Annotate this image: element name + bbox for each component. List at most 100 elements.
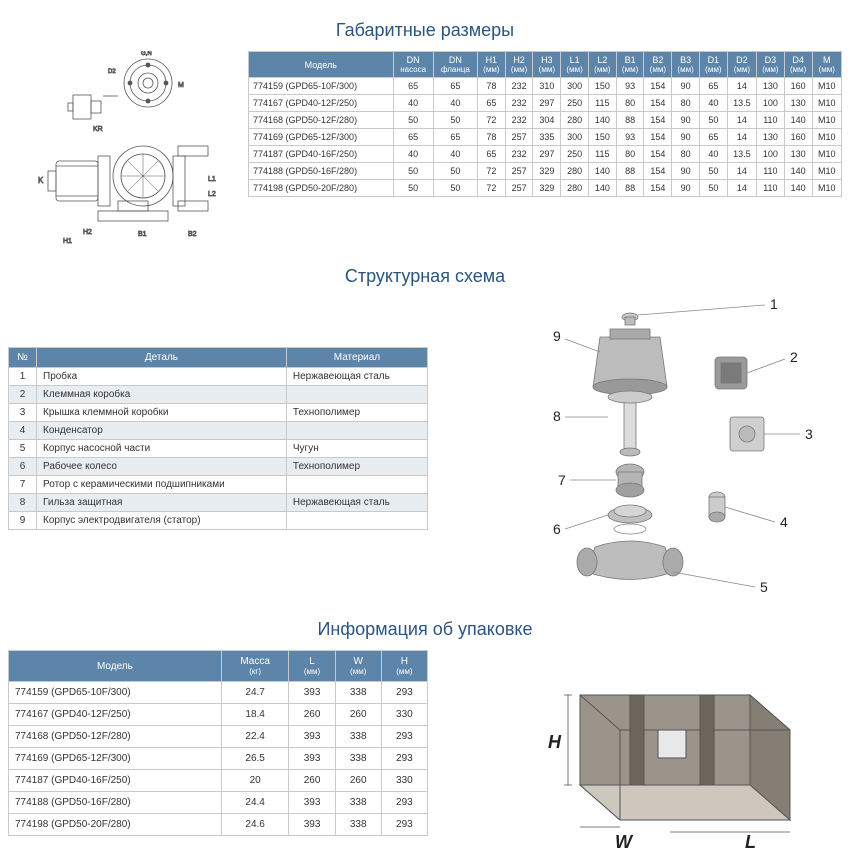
table-row: 774188 (GPD50-16F/280)24.4393338293 [9, 792, 428, 814]
svg-text:1: 1 [770, 297, 778, 312]
table-row: 2Клеммная коробка [9, 386, 428, 404]
cell: 80 [672, 95, 700, 112]
cell: 22.4 [221, 726, 289, 748]
cell: 40 [433, 95, 477, 112]
cell: 24.4 [221, 792, 289, 814]
cell: 774187 (GPD40-16F/250) [9, 770, 222, 792]
cell: 88 [616, 163, 644, 180]
title-structure: Структурная схема [8, 266, 842, 287]
cell: M10 [812, 78, 841, 95]
cell: 300 [561, 78, 589, 95]
col-header: Модель [249, 52, 394, 78]
svg-text:W: W [615, 832, 634, 852]
exploded-diagram: 1 2 3 4 5 6 7 8 9 [448, 297, 842, 607]
col-header: B1(мм) [616, 52, 644, 78]
col-header: Материал [286, 348, 427, 368]
svg-text:L2: L2 [208, 191, 216, 198]
cell: 338 [335, 748, 381, 770]
table-row: 774168 (GPD50-12F/280)22.4393338293 [9, 726, 428, 748]
cell: 8 [9, 494, 37, 512]
cell: 232 [505, 95, 533, 112]
col-header: H3(мм) [533, 52, 561, 78]
cell: 154 [644, 163, 672, 180]
cell: 260 [289, 770, 335, 792]
cell: Технополимер [286, 404, 427, 422]
cell: 100 [757, 95, 785, 112]
cell: 93 [616, 129, 644, 146]
cell: 4 [9, 422, 37, 440]
cell: 6 [9, 458, 37, 476]
cell: 65 [699, 129, 727, 146]
cell: 257 [505, 163, 533, 180]
table-row: 6Рабочее колесоТехнополимер [9, 458, 428, 476]
svg-text:KR: KR [93, 126, 103, 133]
cell: 90 [672, 129, 700, 146]
cell: 329 [533, 180, 561, 197]
col-header: DNнасоса [393, 52, 433, 78]
cell: 774169 (GPD65-12F/300) [249, 129, 394, 146]
cell: 140 [588, 180, 616, 197]
cell: 140 [588, 163, 616, 180]
svg-text:H2: H2 [83, 229, 92, 236]
cell: 297 [533, 95, 561, 112]
svg-text:6: 6 [553, 521, 561, 537]
cell: 150 [588, 129, 616, 146]
cell: 80 [616, 95, 644, 112]
packaging-table: МодельМасса(кг)L(мм)W(мм)H(мм) 774159 (G… [8, 650, 428, 836]
col-header: M(мм) [812, 52, 841, 78]
cell: 293 [381, 814, 427, 836]
col-header: L2(мм) [588, 52, 616, 78]
cell: 14 [727, 180, 756, 197]
cell: 280 [561, 112, 589, 129]
table-row: 774169 (GPD65-12F/300)656578257335300150… [249, 129, 842, 146]
cell: 40 [433, 146, 477, 163]
cell: 50 [433, 163, 477, 180]
cell: 393 [289, 726, 335, 748]
table-row: 774168 (GPD50-12F/280)505072232304280140… [249, 112, 842, 129]
cell: 50 [393, 112, 433, 129]
table-row: 3Крышка клеммной коробкиТехнополимер [9, 404, 428, 422]
cell: 65 [699, 78, 727, 95]
col-header: D3(мм) [757, 52, 785, 78]
col-header: D2(мм) [727, 52, 756, 78]
cell: 154 [644, 95, 672, 112]
cell: 115 [588, 95, 616, 112]
cell: Корпус электродвигателя (статор) [37, 512, 287, 530]
cell: 14 [727, 78, 756, 95]
col-header: № [9, 348, 37, 368]
cell: 50 [433, 180, 477, 197]
table-row: 774187 (GPD40-16F/250)404065232297250115… [249, 146, 842, 163]
cell: 110 [757, 180, 785, 197]
cell: 338 [335, 814, 381, 836]
cell: 335 [533, 129, 561, 146]
cell: 774167 (GPD40-12F/250) [249, 95, 394, 112]
dimensions-table: МодельDNнасосаDNфланцаH1(мм)H2(мм)H3(мм)… [248, 51, 842, 197]
dimension-diagram: M G,N D1 D2 [8, 51, 238, 254]
cell: 293 [381, 726, 427, 748]
svg-text:2: 2 [790, 349, 798, 365]
cell: 154 [644, 129, 672, 146]
cell: 293 [381, 682, 427, 704]
cell: 130 [784, 146, 812, 163]
cell: 5 [9, 440, 37, 458]
packaging-section: МодельМасса(кг)L(мм)W(мм)H(мм) 774159 (G… [8, 650, 842, 860]
cell: 9 [9, 512, 37, 530]
table-row: 9Корпус электродвигателя (статор) [9, 512, 428, 530]
cell: 14 [727, 129, 756, 146]
svg-text:H1: H1 [63, 238, 72, 245]
cell: Рабочее колесо [37, 458, 287, 476]
cell: 110 [757, 112, 785, 129]
cell: 140 [784, 163, 812, 180]
cell: 338 [335, 682, 381, 704]
cell: 78 [477, 78, 505, 95]
cell: 20 [221, 770, 289, 792]
cell: 774168 (GPD50-12F/280) [9, 726, 222, 748]
cell: 257 [505, 180, 533, 197]
table-row: 774187 (GPD40-16F/250)20260260330 [9, 770, 428, 792]
cell: 140 [588, 112, 616, 129]
cell: 80 [672, 146, 700, 163]
col-header: H2(мм) [505, 52, 533, 78]
table-row: 5Корпус насосной частиЧугун [9, 440, 428, 458]
cell: M10 [812, 146, 841, 163]
cell: 293 [381, 748, 427, 770]
